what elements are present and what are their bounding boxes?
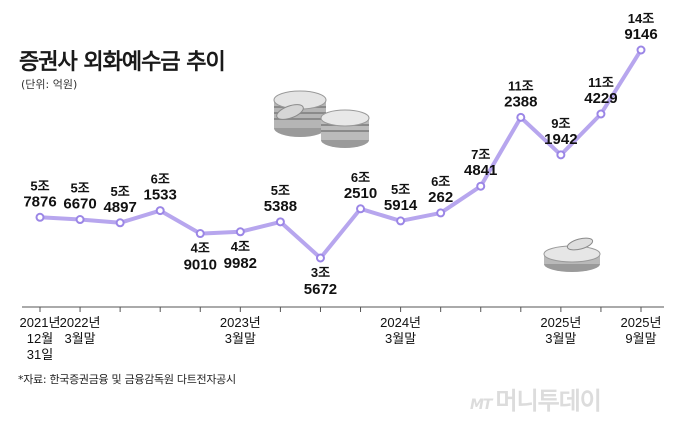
- data-label-eok: 9146: [624, 26, 657, 43]
- data-point: [476, 181, 486, 191]
- data-point: [396, 216, 406, 226]
- data-label-eok: 5388: [264, 198, 297, 215]
- coin-stack-small-icon: [543, 237, 601, 272]
- x-tick-label: 9월말: [625, 331, 656, 346]
- data-label-jo: 11조: [588, 75, 614, 90]
- data-point: [155, 206, 165, 216]
- x-tick-label: 2021년: [20, 315, 61, 330]
- x-tick-label: 2025년: [621, 315, 662, 330]
- data-label-jo: 6조: [151, 172, 170, 187]
- x-tick-label: 3월말: [64, 331, 95, 346]
- data-label-eok: 4229: [584, 90, 617, 107]
- data-point: [315, 253, 325, 263]
- data-label-eok: 6670: [63, 196, 96, 213]
- data-point: [75, 215, 85, 225]
- data-label-eok: 1533: [144, 187, 177, 204]
- data-point: [115, 218, 125, 228]
- data-label-eok: 4897: [103, 199, 136, 216]
- data-point: [356, 204, 366, 214]
- x-tick-label: 2024년: [380, 315, 421, 330]
- data-point: [275, 217, 285, 227]
- data-label-jo: 11조: [508, 78, 534, 93]
- data-label-jo: 7조: [471, 147, 490, 162]
- data-label-eok: 9010: [184, 257, 217, 274]
- data-label-jo: 5조: [391, 182, 410, 197]
- logo-mt: MT: [470, 397, 493, 413]
- data-label-jo: 9조: [551, 116, 570, 131]
- series-line: [38, 48, 643, 260]
- coin-stack-large-icon: [273, 90, 370, 148]
- data-point: [235, 227, 245, 237]
- data-point: [556, 150, 566, 160]
- x-tick-label: 3월말: [225, 331, 256, 346]
- data-label-jo: 4조: [191, 241, 210, 256]
- data-label-eok: 4841: [464, 162, 497, 179]
- data-label-eok: 5672: [304, 281, 337, 298]
- data-label-eok: 5914: [384, 197, 418, 214]
- data-label-jo: 6조: [431, 174, 450, 189]
- data-point: [35, 212, 45, 222]
- data-label-jo: 4조: [231, 239, 250, 254]
- data-point: [436, 208, 446, 218]
- x-tick-label: 2023년: [220, 315, 261, 330]
- data-label-eok: 262: [428, 189, 453, 206]
- publisher-logo: MT 머니투데이: [470, 381, 602, 416]
- x-tick-label: 2022년: [60, 315, 101, 330]
- data-point: [596, 109, 606, 119]
- data-point: [195, 229, 205, 239]
- data-label-jo: 5조: [70, 181, 89, 196]
- data-label-jo: 6조: [351, 170, 370, 185]
- data-label-jo: 3조: [311, 265, 330, 280]
- x-tick-label: 31일: [27, 347, 53, 362]
- data-label-eok: 2510: [344, 185, 377, 202]
- chart-title: 증권사 외화예수금 추이: [19, 50, 226, 75]
- x-tick-label: 3월말: [545, 331, 576, 346]
- source-note: *자료: 한국증권금융 및 금융감독원 다트전자공시: [18, 373, 236, 386]
- x-tick-label: 3월말: [385, 331, 416, 346]
- data-label-jo: 5조: [111, 184, 130, 199]
- data-label-jo: 5조: [271, 183, 290, 198]
- data-label-eok: 2388: [504, 93, 537, 110]
- data-point: [516, 112, 526, 122]
- data-label-eok: 9982: [224, 255, 257, 272]
- x-tick-label: 2025년: [540, 315, 581, 330]
- data-label-jo: 5조: [30, 178, 49, 193]
- unit-label: (단위: 억원): [21, 78, 78, 91]
- data-label-eok: 1942: [544, 131, 577, 148]
- data-label-jo: 14조: [628, 11, 654, 26]
- x-tick-label: 12월: [27, 331, 53, 346]
- logo-text: 머니투데이: [495, 387, 601, 415]
- data-label-eok: 7876: [23, 193, 56, 210]
- data-point: [636, 45, 646, 55]
